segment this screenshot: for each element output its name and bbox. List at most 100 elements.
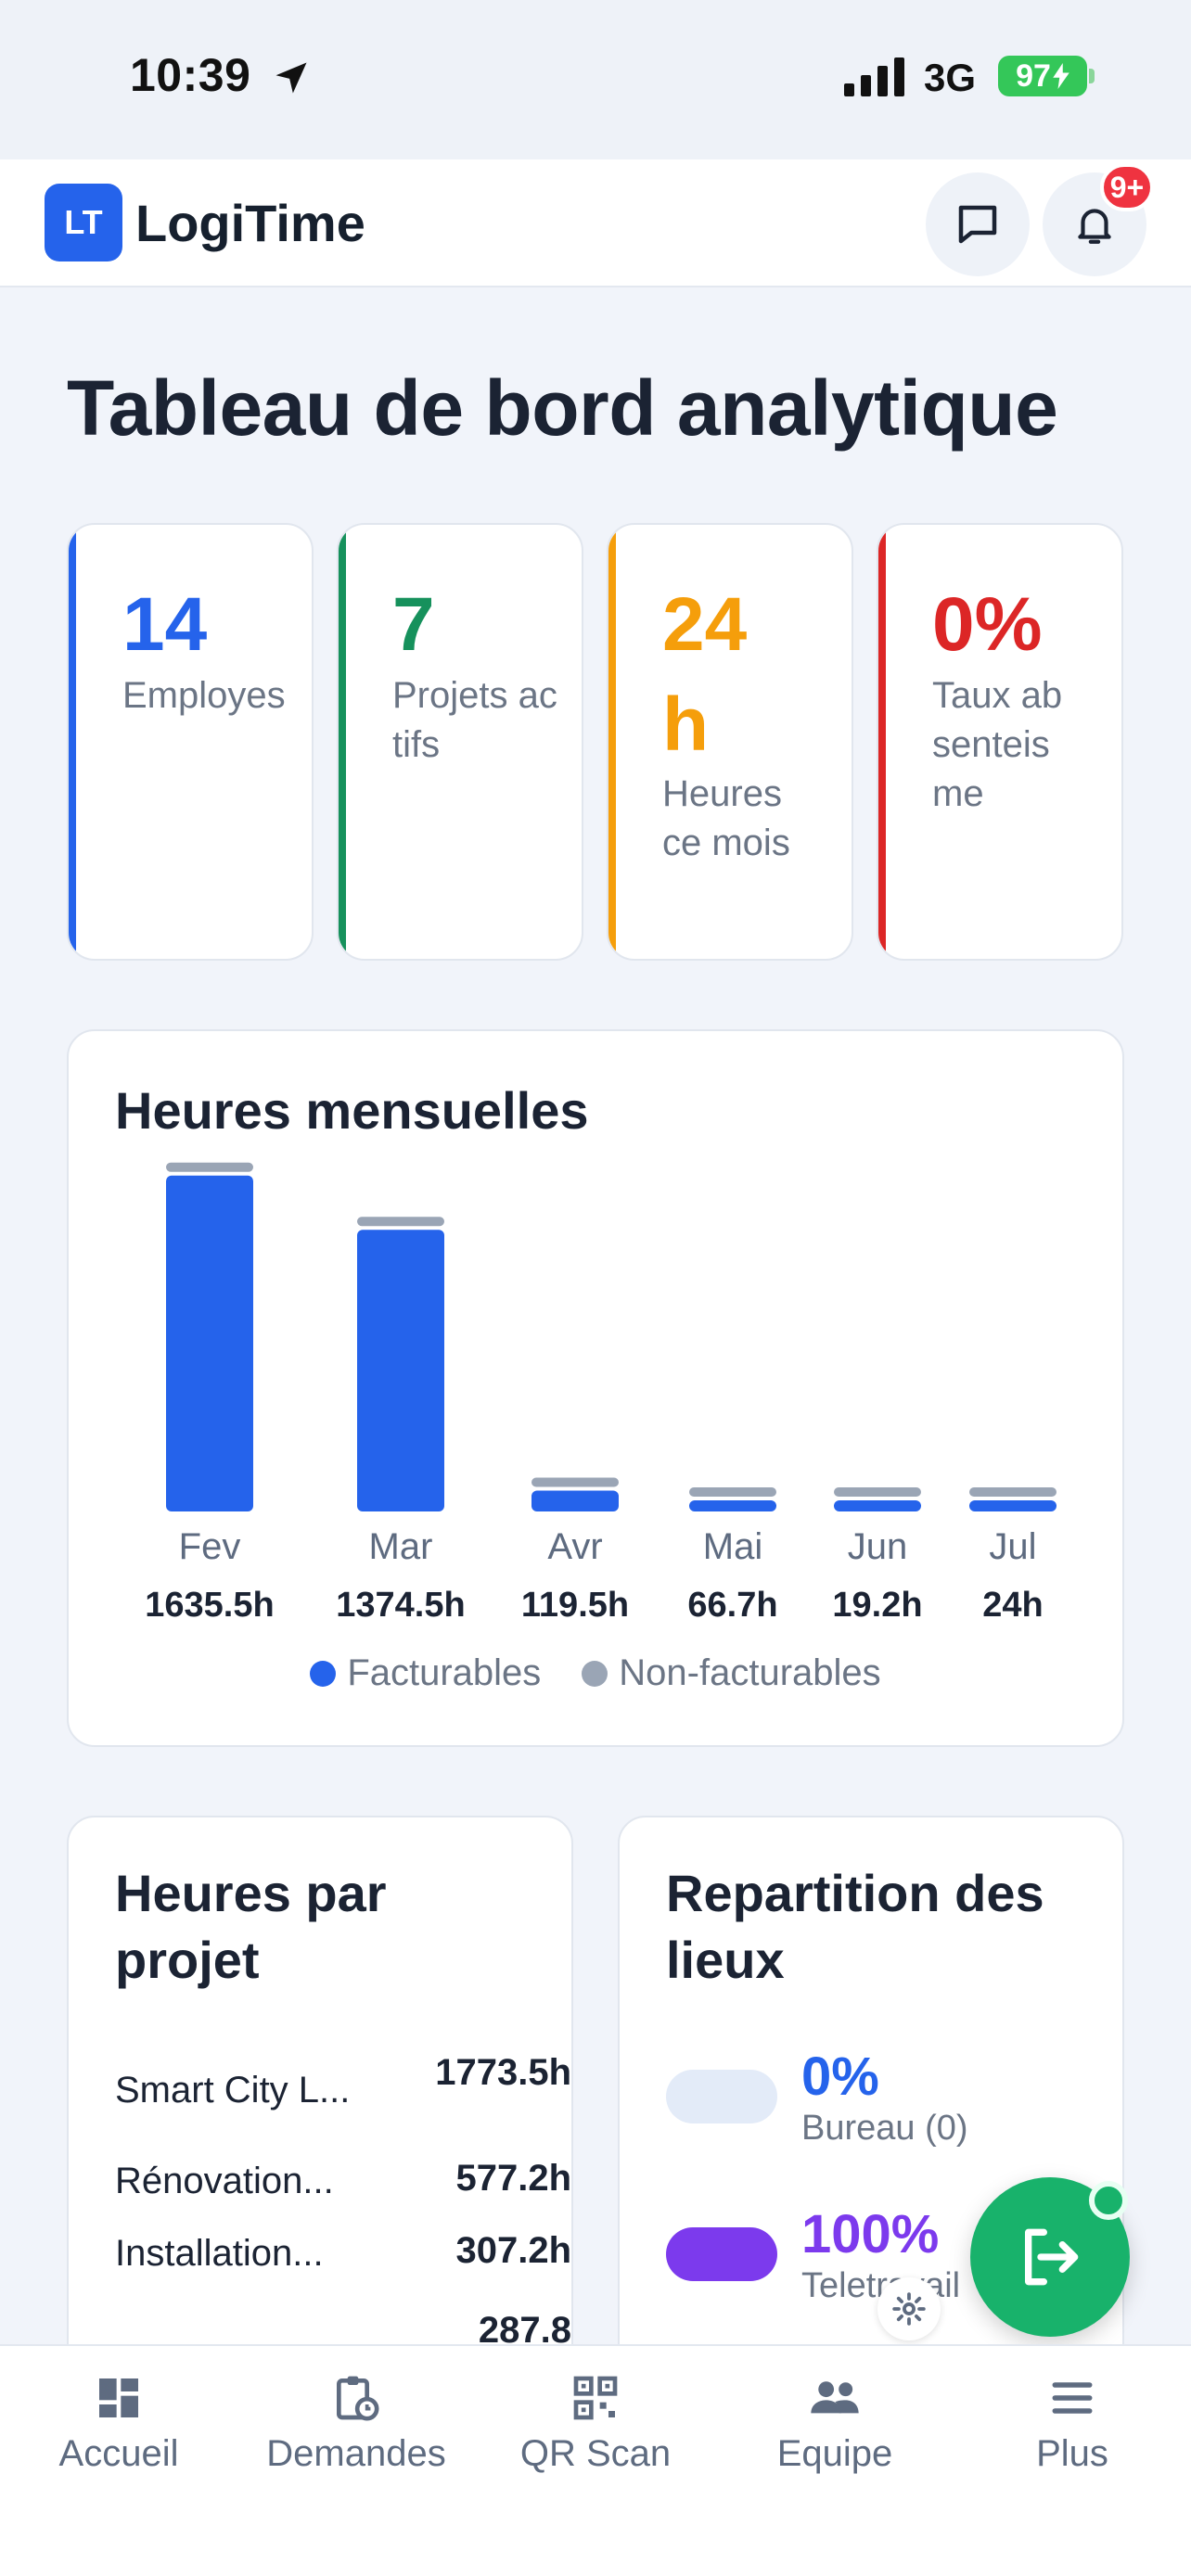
kpi-label: Heures ce mois bbox=[662, 773, 790, 863]
tab-equipe[interactable]: Equipe bbox=[724, 2372, 946, 2475]
bar-category-label: Jul bbox=[989, 1526, 1037, 1567]
location-label: Bureau (0) bbox=[801, 2109, 968, 2148]
status-time: 10:39 bbox=[130, 49, 251, 101]
bar-billable bbox=[166, 1175, 253, 1511]
kpi-value: 0% bbox=[932, 582, 1043, 667]
bottom-tab-bar: Accueil Demandes QR Scan Equipe Plus bbox=[0, 2344, 1191, 2576]
bar-value-label: 119.5h bbox=[520, 1586, 630, 1625]
project-hours-card: Heures par projet Smart City L... 1773.5… bbox=[67, 1816, 573, 2409]
chat-icon bbox=[958, 205, 997, 244]
tab-plus[interactable]: Plus bbox=[961, 2372, 1184, 2475]
kpi-label: Projets actifs bbox=[392, 675, 557, 765]
clipboard-clock-icon bbox=[337, 2376, 379, 2421]
tab-label: Accueil bbox=[58, 2433, 179, 2474]
bar-category-label: Fev bbox=[178, 1526, 241, 1567]
bar-value-label: 1374.5h bbox=[336, 1586, 466, 1625]
legend-item-billable: Facturables bbox=[310, 1652, 541, 1694]
status-bar: 10:39 3G 97 bbox=[0, 0, 1191, 159]
bar-category-label: Mai bbox=[702, 1526, 763, 1567]
notification-badge: 9+ bbox=[1100, 163, 1154, 211]
project-hours: 307.2h bbox=[455, 2230, 571, 2271]
list-item[interactable]: Rénovation... 577.2h bbox=[115, 2155, 571, 2211]
legend-dot bbox=[582, 1660, 608, 1687]
kpi-label: Employes bbox=[122, 675, 286, 716]
kpi-card-absenteeism[interactable]: 0% Taux absenteisme bbox=[877, 523, 1123, 961]
list-item[interactable]: 287.8 bbox=[115, 2307, 571, 2363]
card-title: Repartition des lieux bbox=[666, 1864, 1044, 1989]
gear-icon bbox=[892, 2292, 926, 2326]
tab-label: Demandes bbox=[266, 2433, 446, 2474]
bar-category-label: Mar bbox=[368, 1526, 433, 1567]
people-icon bbox=[811, 2381, 859, 2414]
monthly-hours-chart bbox=[166, 1162, 1057, 1511]
bar-non-billable bbox=[834, 1487, 921, 1497]
menu-icon bbox=[1052, 2382, 1093, 2414]
project-hours: 287.8 bbox=[478, 2310, 571, 2351]
tab-label: Equipe bbox=[776, 2433, 893, 2474]
app-header: LT LogiTime bbox=[0, 159, 1191, 287]
kpi-accent-bar bbox=[339, 525, 346, 959]
kpi-card-hours[interactable]: 24h Heures ce mois bbox=[607, 523, 853, 961]
tab-qr-scan[interactable]: QR Scan bbox=[484, 2372, 707, 2475]
location-percent: 0% bbox=[801, 2047, 879, 2107]
card-title: Heures par projet bbox=[115, 1864, 387, 1989]
project-hours: 1773.5h bbox=[435, 2052, 571, 2093]
list-item[interactable]: Smart City L... 1773.5h bbox=[115, 2049, 571, 2142]
project-hours: 577.2h bbox=[455, 2158, 571, 2199]
bar-billable bbox=[834, 1500, 921, 1511]
online-status-dot bbox=[1089, 2181, 1128, 2220]
project-name: Installation... bbox=[115, 2233, 324, 2274]
bar-value-label: 19.2h bbox=[832, 1586, 923, 1625]
kpi-accent-bar bbox=[878, 525, 886, 959]
battery-indicator: 97 bbox=[998, 56, 1087, 96]
project-name: Rénovation... bbox=[115, 2161, 334, 2201]
bar-non-billable bbox=[969, 1487, 1057, 1497]
app-name: LogiTime bbox=[135, 194, 365, 252]
network-type: 3G bbox=[924, 56, 977, 99]
bar-non-billable bbox=[531, 1477, 619, 1487]
bar-non-billable bbox=[689, 1487, 776, 1497]
location-percent: 100% bbox=[801, 2204, 940, 2264]
logout-icon bbox=[1025, 2228, 1079, 2286]
bar-value-label: 24h bbox=[982, 1586, 1044, 1625]
tab-label: Plus bbox=[1036, 2433, 1108, 2474]
page-title: Tableau de bord analytique bbox=[67, 364, 1058, 452]
kpi-value: 24h bbox=[662, 582, 748, 767]
chart-legend: Facturables Non-facturables bbox=[67, 1652, 1124, 1694]
bar-billable bbox=[689, 1500, 776, 1511]
kpi-card-employees[interactable]: 14 Employes bbox=[67, 523, 314, 961]
bar-category-label: Jun bbox=[847, 1526, 908, 1567]
location-arrow-icon bbox=[275, 62, 307, 94]
bar-billable bbox=[969, 1500, 1057, 1511]
qr-code-icon bbox=[573, 2376, 618, 2420]
legend-label: Non-facturables bbox=[619, 1652, 881, 1693]
kpi-value: 7 bbox=[392, 582, 435, 667]
bar-value-label: 1635.5h bbox=[145, 1586, 275, 1625]
bar-category-label: Avr bbox=[547, 1526, 603, 1567]
bell-icon bbox=[1078, 209, 1111, 244]
charging-bolt-icon bbox=[1053, 63, 1069, 89]
location-bar-remote bbox=[666, 2227, 777, 2281]
tab-label: QR Scan bbox=[519, 2433, 672, 2474]
legend-label: Facturables bbox=[347, 1652, 542, 1693]
settings-button[interactable] bbox=[877, 2277, 941, 2340]
tab-accueil[interactable]: Accueil bbox=[7, 2372, 230, 2475]
legend-dot bbox=[310, 1660, 337, 1687]
kpi-card-projects[interactable]: 7 Projets actifs bbox=[337, 523, 583, 961]
location-bar-office bbox=[666, 2070, 777, 2123]
battery-nub bbox=[1089, 69, 1095, 83]
app-logo[interactable]: LT bbox=[45, 184, 122, 261]
tab-demandes[interactable]: Demandes bbox=[245, 2372, 467, 2475]
kpi-value: 14 bbox=[122, 582, 208, 667]
list-item[interactable]: Installation... 307.2h bbox=[115, 2227, 571, 2283]
battery-level: 97 bbox=[1016, 57, 1051, 94]
dashboard-icon bbox=[99, 2378, 138, 2417]
messages-button[interactable] bbox=[926, 172, 1030, 276]
signal-icon bbox=[844, 57, 904, 96]
legend-item-non-billable: Non-facturables bbox=[582, 1652, 881, 1694]
bar-billable bbox=[357, 1230, 444, 1511]
bar-billable bbox=[531, 1490, 619, 1511]
bar-non-billable bbox=[357, 1217, 444, 1227]
kpi-accent-bar bbox=[608, 525, 616, 959]
kpi-label: Taux absenteisme bbox=[932, 675, 1063, 814]
